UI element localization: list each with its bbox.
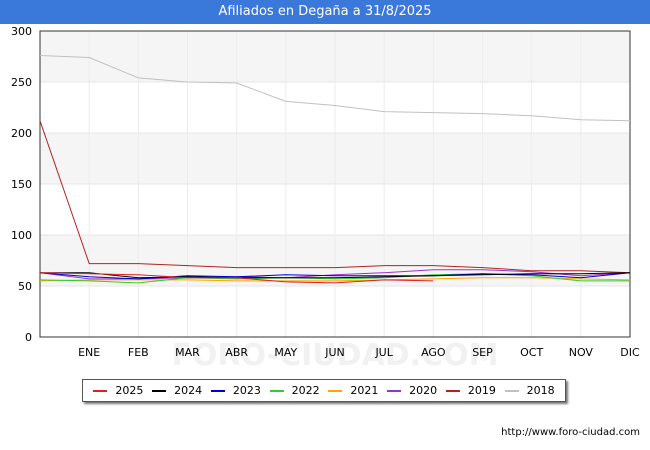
- series-line-2018: [39, 55, 631, 122]
- y-tick-label: 50: [18, 280, 32, 293]
- series-line-2022: [39, 273, 630, 284]
- x-tick-label: ABR: [225, 346, 248, 359]
- legend-swatch: [152, 389, 167, 392]
- x-tick-label: JUL: [374, 346, 393, 359]
- legend-item-2023: 2023: [210, 384, 261, 397]
- legend-label: 2018: [526, 384, 555, 397]
- series-line-2023: [39, 272, 631, 280]
- y-tick-label: 250: [11, 76, 32, 89]
- series-line-2019: [39, 120, 631, 274]
- legend-label: 2022: [291, 384, 320, 397]
- x-tick-label: MAY: [274, 346, 297, 359]
- series-line-2021: [39, 277, 631, 282]
- x-tick-label: JUN: [324, 346, 345, 359]
- y-tick-label: 150: [11, 178, 32, 191]
- legend-label: 2020: [409, 384, 438, 397]
- legend-swatch: [445, 389, 460, 392]
- source-link[interactable]: http://www.foro-ciudad.com: [501, 427, 640, 438]
- x-tick-label: AGO: [421, 346, 446, 359]
- y-tick-label: 100: [11, 229, 32, 242]
- x-tick-label: DIC: [620, 346, 640, 359]
- x-tick-label: OCT: [520, 346, 543, 359]
- plot-area-border: [39, 30, 631, 338]
- x-tick-label: SEP: [472, 346, 493, 359]
- legend-swatch: [93, 389, 108, 392]
- y-tick-label: 300: [11, 25, 32, 38]
- legend-item-2024: 2024: [152, 384, 202, 397]
- legend-item-2020: 2020: [387, 384, 437, 397]
- legend-item-2019: 2019: [445, 384, 496, 397]
- series-line-2025: [39, 272, 434, 284]
- legend-label: 2024: [174, 384, 203, 397]
- y-tick-label: 200: [11, 127, 32, 140]
- legend-swatch: [210, 389, 225, 392]
- x-tick-label: NOV: [569, 346, 594, 359]
- legend-item-2018: 2018: [504, 384, 555, 397]
- legend-label: 2019: [467, 384, 496, 397]
- x-tick-label: ENE: [78, 346, 100, 359]
- legend-swatch: [504, 389, 519, 392]
- legend-item-2021: 2021: [328, 384, 378, 397]
- chart-title: Afiliados en Degaña a 31/8/2025: [0, 0, 650, 24]
- y-tick-label: 0: [25, 331, 32, 344]
- legend-label: 2023: [232, 384, 261, 397]
- legend-label: 2025: [115, 384, 144, 397]
- legend-label: 2021: [350, 384, 379, 397]
- legend-swatch: [269, 389, 284, 392]
- legend-swatch: [387, 389, 402, 392]
- x-tick-label: FEB: [128, 346, 149, 359]
- legend-item-2022: 2022: [269, 384, 320, 397]
- legend-item-2025: 2025: [93, 384, 143, 397]
- series-line-2024: [40, 272, 631, 279]
- chart-legend: 2025 2024 2023 2022 2021 2020 2019 2018: [82, 379, 566, 402]
- x-tick-label: MAR: [175, 346, 200, 359]
- legend-swatch: [328, 389, 343, 392]
- watermark-text: FORO-CIUDAD.COM: [172, 338, 499, 373]
